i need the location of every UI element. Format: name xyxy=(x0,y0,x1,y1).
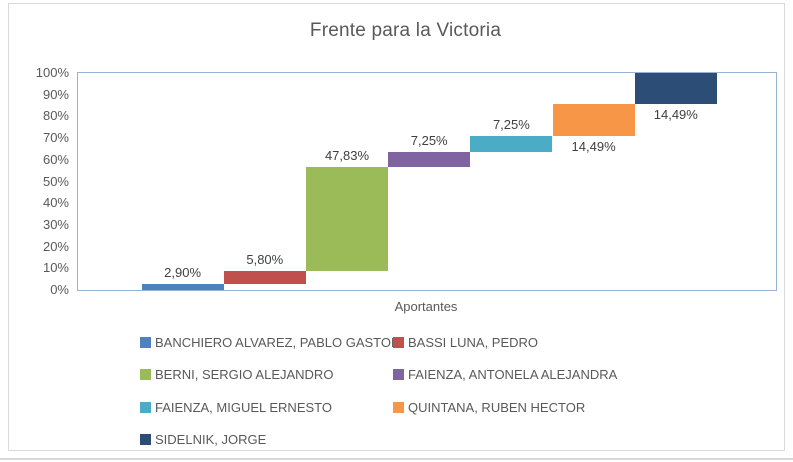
bar-4 xyxy=(388,151,471,168)
bar-1 xyxy=(141,283,224,290)
bar-6 xyxy=(552,104,635,136)
legend-swatch-icon xyxy=(140,434,151,446)
data-label: 7,25% xyxy=(410,132,448,148)
bar-5 xyxy=(470,135,553,152)
legend-swatch-icon xyxy=(393,401,404,413)
legend-item: SIDELNIK, JORGE xyxy=(140,432,266,447)
legend-swatch-icon xyxy=(393,369,404,381)
legend-label: FAIENZA, ANTONELA ALEJANDRA xyxy=(408,367,618,383)
legend-item: BANCHIERO ALVAREZ, PABLO GASTON xyxy=(140,335,400,350)
chart-title: Frente para la Victoria xyxy=(309,20,502,41)
legend-swatch-icon xyxy=(140,337,151,348)
y-tick-label: 80% xyxy=(42,108,69,124)
legend-item: BASSI LUNA, PEDRO xyxy=(393,335,538,350)
plot-area: 2,90% 5,80% 47,83% 7,25% 7,25% 14,49% 14,49% xyxy=(77,72,777,291)
legend-swatch-icon xyxy=(140,401,151,413)
bar-3 xyxy=(305,167,389,272)
legend-label: BERNI, SERGIO ALEJANDRO xyxy=(155,367,334,383)
y-tick-label: 90% xyxy=(42,86,69,102)
y-tick-label: 40% xyxy=(42,195,69,211)
data-label: 5,80% xyxy=(246,252,284,268)
data-label: 14,49% xyxy=(653,107,698,123)
y-tick-label: 50% xyxy=(42,173,69,189)
data-label: 47,83% xyxy=(324,148,370,164)
legend-swatch-icon xyxy=(140,369,151,381)
legend-swatch-icon xyxy=(393,337,404,348)
y-tick-label: 20% xyxy=(42,238,69,254)
legend-label: BANCHIERO ALVAREZ, PABLO GASTON xyxy=(155,335,401,350)
legend-label: FAIENZA, MIGUEL ERNESTO xyxy=(155,399,332,415)
y-tick-label: 30% xyxy=(42,216,69,232)
data-label: 7,25% xyxy=(492,116,530,132)
y-tick-label: 60% xyxy=(42,151,69,167)
legend-label: QUINTANA, RUBEN HECTOR xyxy=(408,399,586,415)
bar-7 xyxy=(634,73,717,105)
y-tick-label: 70% xyxy=(42,130,69,146)
legend-item: QUINTANA, RUBEN HECTOR xyxy=(393,400,585,415)
y-tick-label: 100% xyxy=(35,65,69,80)
legend-item: FAIENZA, MIGUEL ERNESTO xyxy=(140,400,332,415)
data-label: 14,49% xyxy=(571,138,616,154)
y-tick-label: 0% xyxy=(50,282,69,297)
y-tick-label: 10% xyxy=(42,260,69,276)
x-axis-title: Aportantes xyxy=(394,299,458,314)
bar-2 xyxy=(223,271,306,284)
data-label: 2,90% xyxy=(164,264,202,280)
legend-item: FAIENZA, ANTONELA ALEJANDRA xyxy=(393,367,617,382)
legend-item: BERNI, SERGIO ALEJANDRO xyxy=(140,367,333,382)
window-edge-line xyxy=(0,458,793,460)
legend-label: SIDELNIK, JORGE xyxy=(155,432,267,448)
chart-frame: Frente para la Victoria 2,90% 5,80% 47,83%… xyxy=(8,3,785,451)
legend-label: BASSI LUNA, PEDRO xyxy=(408,335,539,350)
